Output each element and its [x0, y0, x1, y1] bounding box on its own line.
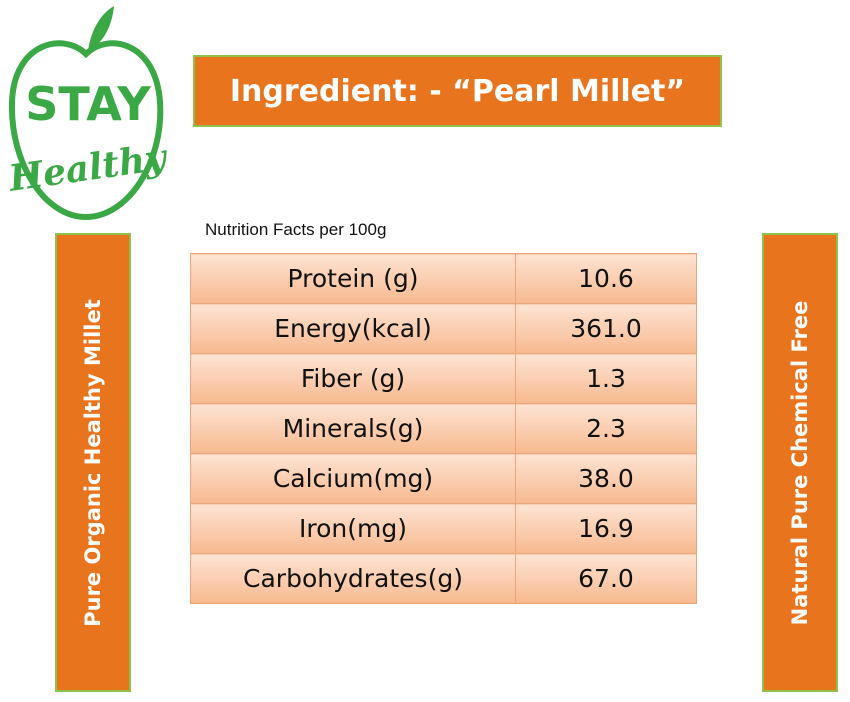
logo-line2: Healthy — [5, 136, 169, 200]
left-banner: Pure Organic Healthy Millet — [55, 233, 131, 692]
nutrient-name: Fiber (g) — [190, 353, 516, 404]
table-row: Protein (g) 10.6 — [190, 253, 697, 304]
left-banner-text: Pure Organic Healthy Millet — [81, 298, 105, 627]
nutrient-value: 16.9 — [515, 503, 697, 554]
nutrient-value: 1.3 — [515, 353, 697, 404]
table-row: Carbohydrates(g) 67.0 — [190, 553, 697, 604]
nutrient-value: 2.3 — [515, 403, 697, 454]
table-row: Minerals(g) 2.3 — [190, 403, 697, 454]
leaf — [88, 6, 114, 52]
right-banner-text: Natural Pure Chemical Free — [788, 300, 812, 625]
right-banner: Natural Pure Chemical Free — [762, 233, 838, 692]
title-box: Ingredient: - “Pearl Millet” — [193, 55, 722, 127]
nutrient-name: Iron(mg) — [190, 503, 516, 554]
nutrient-name: Protein (g) — [190, 253, 516, 304]
table-row: Energy(kcal) 361.0 — [190, 303, 697, 354]
logo: STAY Healthy — [5, 6, 169, 221]
nutrient-value: 361.0 — [515, 303, 697, 354]
title: Ingredient: - “Pearl Millet” — [229, 73, 686, 109]
table-row: Calcium(mg) 38.0 — [190, 453, 697, 504]
table-row: Fiber (g) 1.3 — [190, 353, 697, 404]
nutrient-name: Energy(kcal) — [190, 303, 516, 354]
nutrient-name: Minerals(g) — [190, 403, 516, 454]
nutrient-value: 67.0 — [515, 553, 697, 604]
nutrition-table: Protein (g) 10.6 Energy(kcal) 361.0 Fiber (g… — [190, 253, 697, 604]
nutrient-value: 38.0 — [515, 453, 697, 504]
subtitle: Nutrition Facts per 100g — [205, 220, 387, 239]
nutrient-name: Calcium(mg) — [190, 453, 516, 504]
nutrient-value: 10.6 — [515, 253, 697, 304]
nutrient-name: Carbohydrates(g) — [190, 553, 516, 604]
apple-outline — [8, 40, 164, 221]
table-row: Iron(mg) 16.9 — [190, 503, 697, 554]
logo-line1: STAY — [25, 77, 151, 131]
